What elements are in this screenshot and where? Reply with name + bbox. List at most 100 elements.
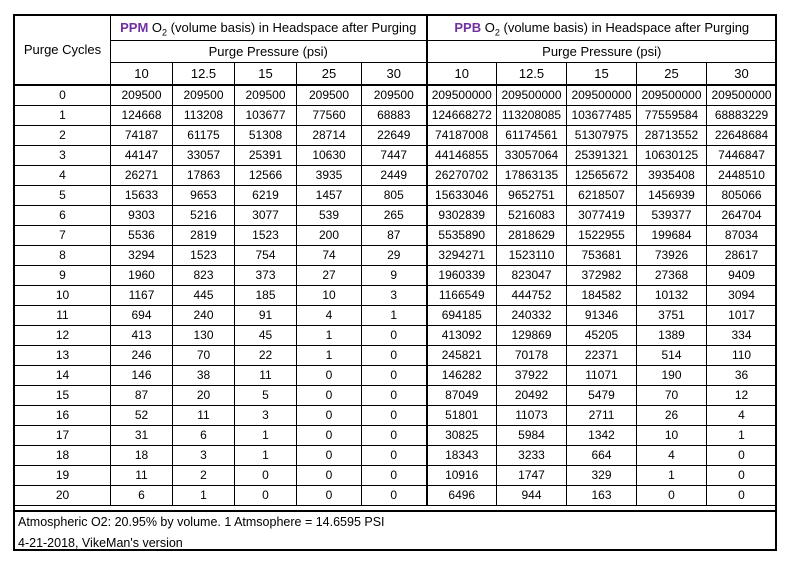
ppb-value-cell: 9302839 xyxy=(425,205,497,226)
ppb-value-cell: 5535890 xyxy=(425,225,497,246)
ppm-value-cell: 0 xyxy=(296,465,362,486)
ppb-value-cell: 944 xyxy=(496,485,567,506)
ppb-o-symbol: O xyxy=(484,20,495,35)
ppb-value-cell: 0 xyxy=(705,485,778,506)
ppb-group-header: PPB O2 (volume basis) in Headspace after… xyxy=(425,15,778,41)
ppb-value-cell: 22648684 xyxy=(705,125,778,146)
table-row: 2 74187 61175 51308 28714 22649 74187008 611745… xyxy=(14,125,778,146)
ppb-value-cell: 15633046 xyxy=(425,185,497,206)
table-row: 12 413 130 45 1 0 413092 129869 45205 1389 334 xyxy=(14,325,778,346)
ppm-value-cell: 200 xyxy=(296,225,362,246)
ppb-value-cell: 3233 xyxy=(496,445,567,466)
ppb-value-cell: 264704 xyxy=(705,205,778,226)
ppb-value-cell: 4 xyxy=(636,445,707,466)
ppb-value-cell: 209500000 xyxy=(636,84,707,106)
ppb-value-cell: 7446847 xyxy=(705,145,778,166)
ppb-value-cell: 1523110 xyxy=(496,245,567,266)
ppm-value-cell: 3935 xyxy=(296,165,362,186)
ppb-value-cell: 240332 xyxy=(496,305,567,326)
ppm-value-cell: 1523 xyxy=(234,225,297,246)
ppm-value-cell: 12566 xyxy=(234,165,297,186)
ppb-value-cell: 110 xyxy=(705,345,778,366)
ppm-value-cell: 87 xyxy=(110,385,173,406)
ppm-value-cell: 15633 xyxy=(110,185,173,206)
purge-cycle-cell: 17 xyxy=(14,425,111,446)
ppm-value-cell: 33057 xyxy=(172,145,235,166)
ppm-value-cell: 373 xyxy=(234,265,297,286)
ppm-value-cell: 22649 xyxy=(361,125,427,146)
ppb-value-cell: 209500000 xyxy=(566,84,637,106)
purge-cycle-cell: 9 xyxy=(14,265,111,286)
ppb-value-cell: 10132 xyxy=(636,285,707,306)
ppb-value-cell: 1 xyxy=(636,465,707,486)
ppm-pressure-header: 12.5 xyxy=(172,62,235,86)
ppm-value-cell: 0 xyxy=(361,485,427,506)
ppm-value-cell: 3077 xyxy=(234,205,297,226)
ppm-value-cell: 3 xyxy=(361,285,427,306)
ppb-value-cell: 3077419 xyxy=(566,205,637,226)
ppb-value-cell: 68883229 xyxy=(705,105,778,126)
purge-cycle-cell: 14 xyxy=(14,365,111,386)
ppm-group-header: PPM O2 (volume basis) in Headspace after… xyxy=(110,15,427,41)
ppm-value-cell: 2 xyxy=(172,465,235,486)
ppm-value-cell: 17863 xyxy=(172,165,235,186)
ppm-value-cell: 823 xyxy=(172,265,235,286)
ppb-pressure-header: 10 xyxy=(425,62,497,86)
ppm-value-cell: 539 xyxy=(296,205,362,226)
ppb-value-cell: 1960339 xyxy=(425,265,497,286)
ppb-value-cell: 70178 xyxy=(496,345,567,366)
table-row: 5 15633 9653 6219 1457 805 15633046 9652751 6218… xyxy=(14,185,778,206)
ppm-value-cell: 0 xyxy=(296,365,362,386)
ppb-value-cell: 753681 xyxy=(566,245,637,266)
ppm-value-cell: 18 xyxy=(110,445,173,466)
table-row: 1 124668 113208 103677 77560 68883 124668272 11… xyxy=(14,105,778,126)
ppb-value-cell: 70 xyxy=(636,385,707,406)
ppm-value-cell: 0 xyxy=(361,465,427,486)
ppm-value-cell: 77560 xyxy=(296,105,362,126)
ppm-suffix: (volume basis) in Headspace after Purgin… xyxy=(167,20,417,35)
purge-cycle-cell: 7 xyxy=(14,225,111,246)
table-row: 9 1960 823 373 27 9 1960339 823047 372982 27368 94… xyxy=(14,265,778,286)
ppm-prefix: PPM xyxy=(120,20,149,35)
ppm-value-cell: 5536 xyxy=(110,225,173,246)
ppm-value-cell: 6219 xyxy=(234,185,297,206)
ppm-value-cell: 51308 xyxy=(234,125,297,146)
ppb-value-cell: 4 xyxy=(705,405,778,426)
ppb-value-cell: 163 xyxy=(566,485,637,506)
ppm-value-cell: 445 xyxy=(172,285,235,306)
ppb-value-cell: 2711 xyxy=(566,405,637,426)
ppb-value-cell: 190 xyxy=(636,365,707,386)
ppb-pressure-header: 30 xyxy=(705,62,778,86)
ppb-value-cell: 25391321 xyxy=(566,145,637,166)
ppm-value-cell: 3294 xyxy=(110,245,173,266)
ppm-value-cell: 91 xyxy=(234,305,297,326)
ppm-value-cell: 10 xyxy=(296,285,362,306)
table-row: 13 246 70 22 1 0 245821 70178 22371 514 110 xyxy=(14,345,778,366)
ppb-value-cell: 45205 xyxy=(566,325,637,346)
ppm-value-cell: 146 xyxy=(110,365,173,386)
ppb-value-cell: 124668272 xyxy=(425,105,497,126)
table-row: 19 11 2 0 0 0 10916 1747 329 1 0 xyxy=(14,465,778,486)
ppb-value-cell: 6218507 xyxy=(566,185,637,206)
ppm-value-cell: 694 xyxy=(110,305,173,326)
ppm-value-cell: 1167 xyxy=(110,285,173,306)
ppm-pressure-label: Purge Pressure (psi) xyxy=(110,40,427,63)
ppb-prefix: PPB xyxy=(454,20,482,35)
ppb-value-cell: 1 xyxy=(705,425,778,446)
ppb-value-cell: 0 xyxy=(705,465,778,486)
purge-cycle-cell: 12 xyxy=(14,325,111,346)
ppm-value-cell: 185 xyxy=(234,285,297,306)
ppm-value-cell: 246 xyxy=(110,345,173,366)
ppm-pressure-header: 10 xyxy=(110,62,173,86)
purge-cycle-cell: 10 xyxy=(14,285,111,306)
ppm-value-cell: 38 xyxy=(172,365,235,386)
ppb-o-subscript: 2 xyxy=(494,27,500,38)
ppb-value-cell: 10 xyxy=(636,425,707,446)
ppb-value-cell: 37922 xyxy=(496,365,567,386)
purge-cycle-cell: 18 xyxy=(14,445,111,466)
ppb-value-cell: 17863135 xyxy=(496,165,567,186)
purge-cycle-cell: 15 xyxy=(14,385,111,406)
ppb-pressure-header: 15 xyxy=(566,62,637,86)
ppm-pressure-header: 15 xyxy=(234,62,297,86)
ppb-value-cell: 6496 xyxy=(425,485,497,506)
